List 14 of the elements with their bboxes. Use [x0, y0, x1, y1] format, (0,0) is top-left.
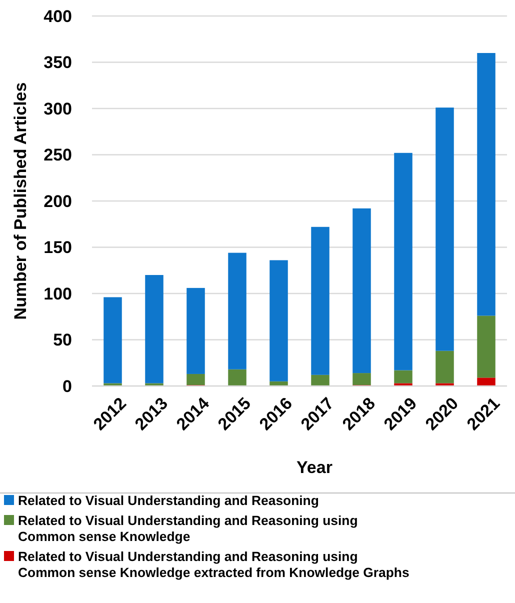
y-tick-label: 50 — [53, 330, 72, 350]
y-tick-label: 250 — [44, 146, 72, 165]
legend-label: Related to Visual Understanding and Reasoning using Common sense Knowledge extracted from Knowledge Graphs — [18, 549, 410, 580]
y-tick-label: 200 — [44, 192, 72, 211]
y-tick-label: 400 — [44, 6, 72, 26]
y-axis-title: Number of Published Articles — [11, 82, 30, 320]
y-tick-label: 150 — [44, 238, 72, 258]
x-axis-title: Year — [296, 458, 333, 477]
legend-label: Related to Visual Understanding and Reasoning using Common sense Knowledge — [18, 513, 358, 544]
y-tick-label: 0 — [62, 376, 72, 396]
y-tick-label: 300 — [44, 99, 72, 118]
y-tick-label: 100 — [44, 284, 72, 304]
legend-label: Related to Visual Understanding and Reasoning — [18, 493, 319, 508]
y-tick-label: 350 — [44, 53, 72, 72]
